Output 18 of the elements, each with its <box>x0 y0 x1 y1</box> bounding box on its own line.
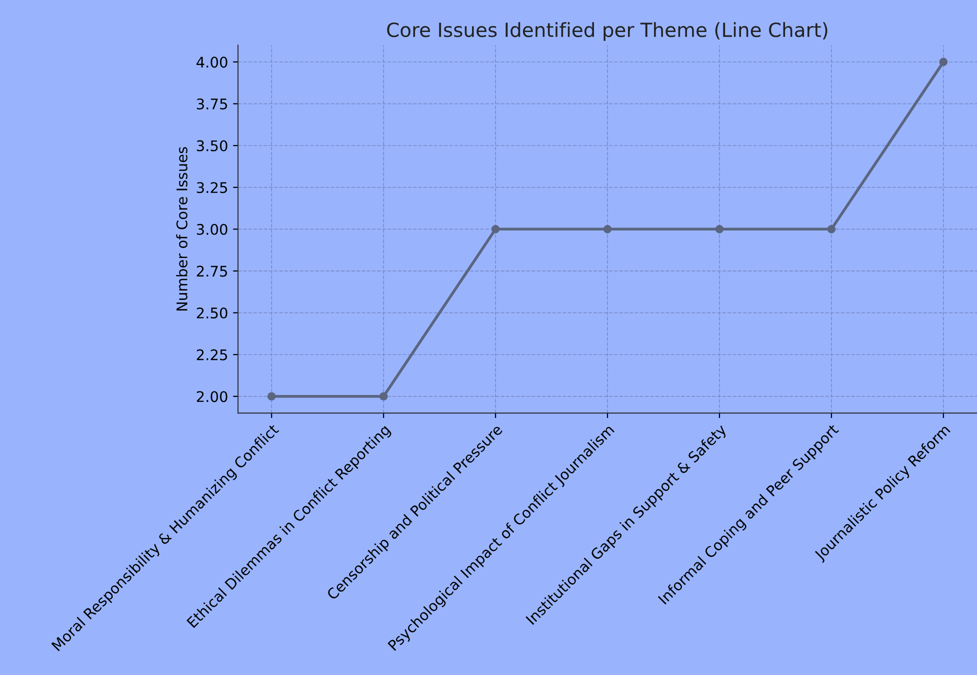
y-tick-label: 3.50 <box>196 140 228 152</box>
y-tick-label: 3.00 <box>196 224 228 235</box>
y-tick-label: 2.00 <box>196 391 228 402</box>
y-tick-label: 2.75 <box>196 266 227 277</box>
y-axis-title: Number of Core Issues <box>176 147 188 311</box>
chart-title: Core Issues Identified per Theme (Line Chart) <box>387 22 828 41</box>
y-tick-label: 2.25 <box>196 349 227 360</box>
point <box>715 224 724 234</box>
point <box>827 224 836 234</box>
y-tick-label: 3.25 <box>196 182 227 194</box>
y-tick-label: 4.00 <box>196 56 228 68</box>
point <box>267 392 276 401</box>
y-tick-label: 2.50 <box>196 307 228 319</box>
point <box>379 392 388 401</box>
point <box>603 224 612 234</box>
y-tick-label: 3.75 <box>196 98 227 110</box>
point <box>491 224 500 234</box>
point <box>939 58 948 66</box>
